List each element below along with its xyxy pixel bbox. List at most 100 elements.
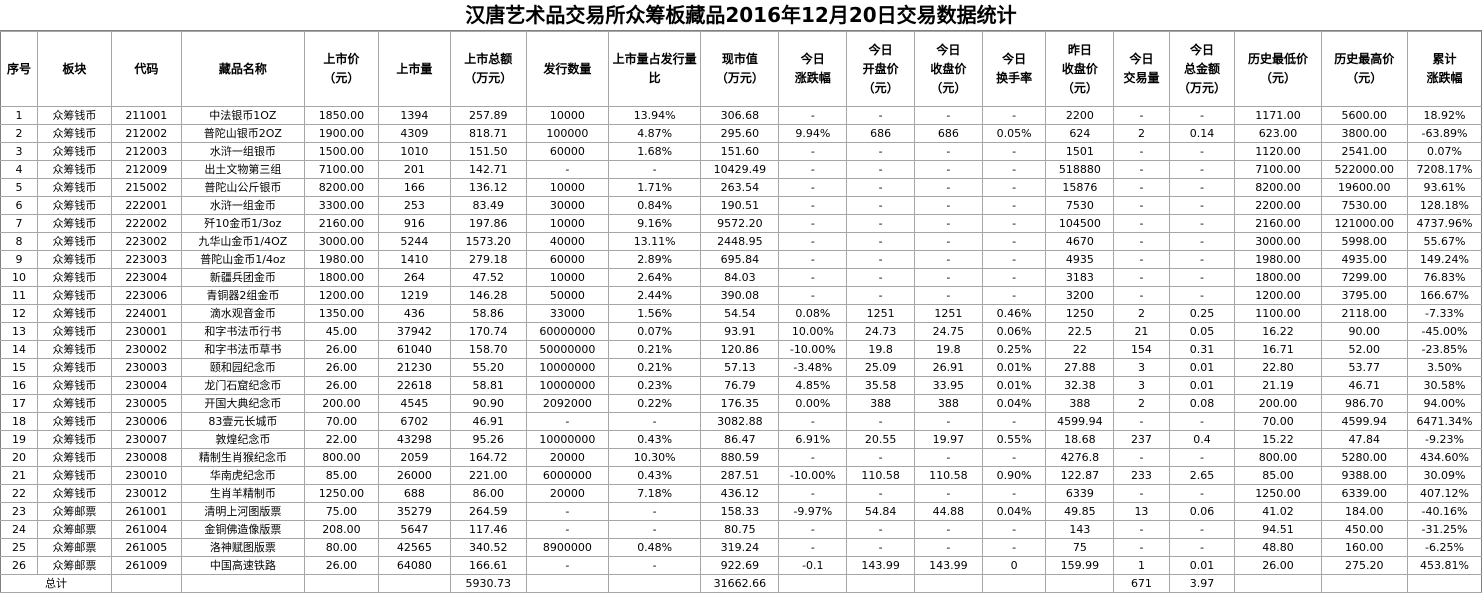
column-header[interactable]: 现市值 （万元） bbox=[700, 31, 780, 107]
table-cell[interactable]: 230001 bbox=[110, 322, 182, 341]
table-cell[interactable]: - bbox=[846, 484, 915, 503]
table-cell[interactable]: 精制生肖猴纪念币 bbox=[180, 448, 305, 467]
table-cell[interactable]: 0.43% bbox=[607, 466, 702, 485]
table-cell[interactable]: 215002 bbox=[110, 178, 182, 197]
table-cell[interactable]: 0.4 bbox=[1168, 430, 1236, 449]
table-cell[interactable]: 128.18% bbox=[1406, 196, 1482, 215]
table-cell[interactable]: 388 bbox=[1045, 394, 1115, 413]
table-cell[interactable]: 0.01 bbox=[1168, 376, 1236, 395]
table-cell[interactable]: 9.94% bbox=[778, 124, 848, 143]
table-cell[interactable]: 1251 bbox=[846, 304, 915, 323]
column-header[interactable]: 今日 交易量 bbox=[1113, 31, 1170, 107]
table-cell[interactable]: 1010 bbox=[377, 142, 451, 161]
table-cell[interactable]: -31.25% bbox=[1406, 520, 1482, 539]
table-cell[interactable]: 306.68 bbox=[700, 106, 780, 125]
table-cell[interactable]: 众筹钱币 bbox=[36, 268, 112, 287]
table-cell[interactable]: 0.01% bbox=[981, 358, 1047, 377]
total-cell[interactable]: 3.97 bbox=[1168, 574, 1236, 593]
table-cell[interactable]: 26.00 bbox=[303, 376, 379, 395]
table-cell[interactable]: 1980.00 bbox=[1234, 250, 1322, 269]
table-cell[interactable]: 230002 bbox=[110, 340, 182, 359]
table-cell[interactable]: 90.90 bbox=[449, 394, 527, 413]
table-cell[interactable]: - bbox=[913, 214, 983, 233]
table-cell[interactable]: 7.18% bbox=[607, 484, 702, 503]
table-cell[interactable]: - bbox=[525, 502, 609, 521]
table-cell[interactable]: 86.00 bbox=[449, 484, 527, 503]
table-cell[interactable]: 中国高速铁路 bbox=[180, 556, 305, 575]
table-cell[interactable]: 75 bbox=[1045, 538, 1115, 557]
table-cell[interactable]: - bbox=[1113, 412, 1170, 431]
table-cell[interactable]: 24.73 bbox=[846, 322, 915, 341]
table-cell[interactable]: - bbox=[981, 484, 1047, 503]
table-cell[interactable]: 滴水观音金币 bbox=[180, 304, 305, 323]
table-cell[interactable]: 众筹邮票 bbox=[36, 520, 112, 539]
table-cell[interactable]: 26.00 bbox=[303, 556, 379, 575]
table-cell[interactable]: 221.00 bbox=[449, 466, 527, 485]
table-cell[interactable]: 295.60 bbox=[700, 124, 780, 143]
table-cell[interactable]: 24 bbox=[0, 520, 38, 539]
table-cell[interactable]: 16.71 bbox=[1234, 340, 1322, 359]
table-cell[interactable]: 94.51 bbox=[1234, 520, 1322, 539]
table-cell[interactable]: - bbox=[846, 142, 915, 161]
table-cell[interactable]: - bbox=[846, 412, 915, 431]
table-cell[interactable]: 8 bbox=[0, 232, 38, 251]
table-cell[interactable]: 众筹钱币 bbox=[36, 466, 112, 485]
table-cell[interactable]: 58.86 bbox=[449, 304, 527, 323]
table-cell[interactable]: 众筹钱币 bbox=[36, 484, 112, 503]
table-cell[interactable]: 26.00 bbox=[303, 340, 379, 359]
table-cell[interactable]: 0.23% bbox=[607, 376, 702, 395]
table-cell[interactable]: 众筹钱币 bbox=[36, 394, 112, 413]
table-cell[interactable]: 287.51 bbox=[700, 466, 780, 485]
table-cell[interactable]: 3183 bbox=[1045, 268, 1115, 287]
table-cell[interactable]: 0 bbox=[981, 556, 1047, 575]
table-cell[interactable]: - bbox=[846, 520, 915, 539]
table-cell[interactable]: 13 bbox=[0, 322, 38, 341]
table-cell[interactable]: 13.11% bbox=[607, 232, 702, 251]
table-cell[interactable]: 5244 bbox=[377, 232, 451, 251]
table-cell[interactable]: 75.00 bbox=[303, 502, 379, 521]
table-cell[interactable]: 30.58% bbox=[1406, 376, 1482, 395]
total-cell[interactable] bbox=[377, 574, 451, 593]
table-cell[interactable]: 5647 bbox=[377, 520, 451, 539]
table-cell[interactable]: - bbox=[913, 520, 983, 539]
table-cell[interactable]: - bbox=[1168, 250, 1236, 269]
table-cell[interactable]: 224001 bbox=[110, 304, 182, 323]
table-cell[interactable]: 16.22 bbox=[1234, 322, 1322, 341]
table-cell[interactable]: 264.59 bbox=[449, 502, 527, 521]
table-cell[interactable]: - bbox=[1168, 412, 1236, 431]
table-cell[interactable]: 201 bbox=[377, 160, 451, 179]
table-cell[interactable]: 歼10金币1/3oz bbox=[180, 214, 305, 233]
table-cell[interactable]: 23 bbox=[0, 502, 38, 521]
table-cell[interactable]: 340.52 bbox=[449, 538, 527, 557]
table-cell[interactable]: 390.08 bbox=[700, 286, 780, 305]
table-cell[interactable]: - bbox=[846, 286, 915, 305]
table-cell[interactable]: - bbox=[1113, 520, 1170, 539]
table-cell[interactable]: - bbox=[913, 412, 983, 431]
table-cell[interactable]: 1350.00 bbox=[303, 304, 379, 323]
table-cell[interactable]: 0.06 bbox=[1168, 502, 1236, 521]
table-cell[interactable]: 开国大典纪念币 bbox=[180, 394, 305, 413]
table-cell[interactable]: - bbox=[981, 142, 1047, 161]
table-cell[interactable]: 800.00 bbox=[303, 448, 379, 467]
table-cell[interactable]: - bbox=[778, 142, 848, 161]
table-cell[interactable]: 70.00 bbox=[1234, 412, 1322, 431]
table-cell[interactable]: 众筹钱币 bbox=[36, 304, 112, 323]
table-cell[interactable]: 47.52 bbox=[449, 268, 527, 287]
table-cell[interactable]: 1120.00 bbox=[1234, 142, 1322, 161]
column-header[interactable]: 上市量占发行量比 bbox=[607, 31, 702, 107]
table-cell[interactable]: - bbox=[778, 214, 848, 233]
table-cell[interactable]: 19.8 bbox=[913, 340, 983, 359]
table-cell[interactable]: 43298 bbox=[377, 430, 451, 449]
table-cell[interactable]: 83.49 bbox=[449, 196, 527, 215]
table-cell[interactable]: 223006 bbox=[110, 286, 182, 305]
table-cell[interactable]: 60000000 bbox=[525, 322, 609, 341]
table-cell[interactable]: 7100.00 bbox=[1234, 160, 1322, 179]
table-cell[interactable]: - bbox=[981, 412, 1047, 431]
table-cell[interactable]: 33.95 bbox=[913, 376, 983, 395]
table-cell[interactable]: 624 bbox=[1045, 124, 1115, 143]
table-cell[interactable]: 166 bbox=[377, 178, 451, 197]
table-cell[interactable]: 6000000 bbox=[525, 466, 609, 485]
table-cell[interactable]: 8200.00 bbox=[303, 178, 379, 197]
table-cell[interactable]: 54.84 bbox=[846, 502, 915, 521]
table-cell[interactable]: 3 bbox=[1113, 358, 1170, 377]
